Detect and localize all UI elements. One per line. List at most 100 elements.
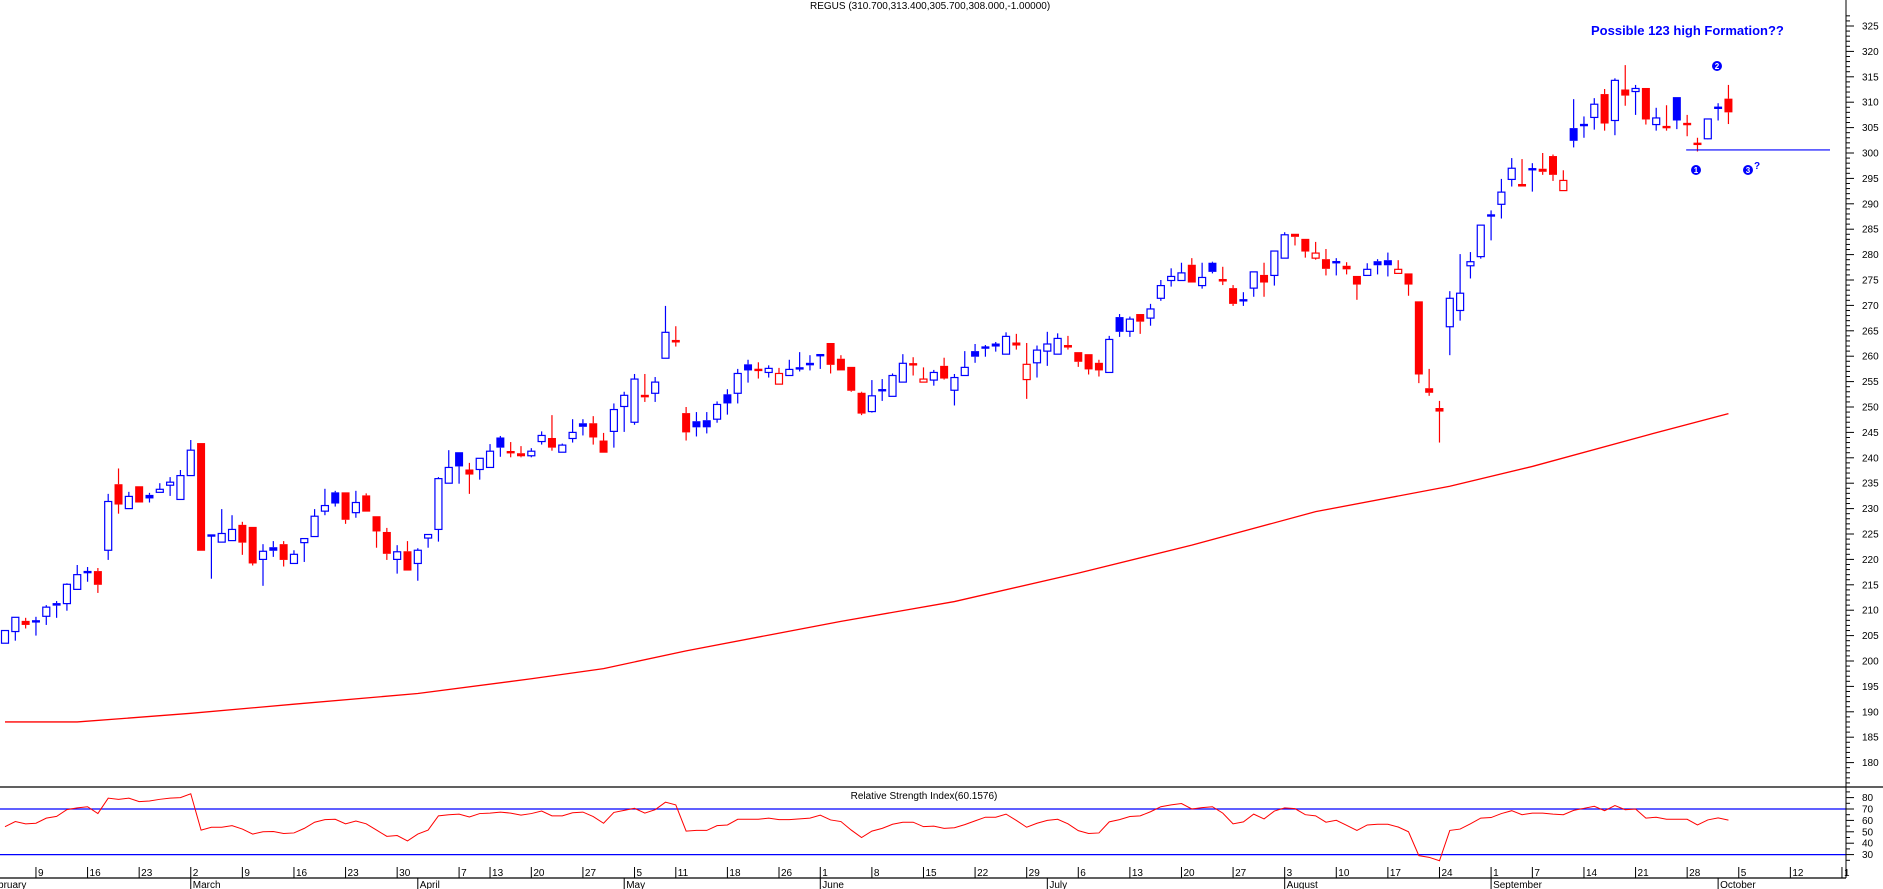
week-tick-label: 9 [38, 868, 44, 879]
candle [1497, 178, 1506, 219]
candle-body [929, 371, 938, 381]
y-tick-label: 220 [1862, 555, 1879, 566]
candle-body [661, 331, 670, 359]
week-tick-label: 18 [729, 868, 741, 879]
candle-body [1208, 262, 1217, 272]
candle [578, 419, 587, 436]
candle-body [11, 616, 20, 633]
candle-body [1404, 273, 1413, 285]
rsi-line [4, 793, 1729, 862]
candle-body [1094, 362, 1103, 371]
candle-body [878, 389, 887, 392]
candle-body [1425, 388, 1434, 393]
candle-body [227, 528, 237, 542]
candle-body [372, 516, 381, 532]
candle [805, 355, 814, 371]
candlestick-series [0, 65, 1733, 644]
candle [1156, 280, 1165, 301]
candle-body [1022, 363, 1031, 381]
candle-body [93, 571, 102, 585]
candle-body [1311, 252, 1320, 259]
candle-body [1249, 271, 1258, 289]
candle [1590, 98, 1599, 130]
candle-body [1383, 260, 1392, 266]
candle [764, 365, 773, 378]
rsi-tick-label: 60 [1862, 816, 1874, 827]
candle-body [1198, 276, 1207, 287]
candle-body [1291, 233, 1299, 237]
candle-body [1487, 214, 1496, 217]
candle [1260, 262, 1269, 297]
week-tick-label: 23 [348, 868, 360, 879]
candle-body [1538, 168, 1547, 172]
candle-body [754, 368, 763, 372]
week-tick-label: 1 [1844, 868, 1850, 879]
week-tick-label: 5 [637, 868, 643, 879]
week-tick-label: 27 [1235, 868, 1247, 879]
candle-body [1621, 89, 1630, 96]
y-tick-label: 325 [1862, 22, 1879, 33]
candle [1456, 254, 1465, 321]
candle [238, 521, 247, 555]
candle [1445, 291, 1454, 356]
y-tick-label: 215 [1862, 580, 1879, 591]
candle-body [176, 474, 185, 501]
candle [351, 490, 360, 518]
week-tick-label: 11 [678, 868, 689, 879]
candle-body [1373, 261, 1382, 266]
candle [960, 351, 969, 377]
annotation-point-2: 2 [1712, 61, 1722, 71]
candle-body [1332, 261, 1341, 264]
question-mark: ? [1754, 161, 1760, 172]
candle-body [620, 394, 629, 408]
candle [568, 419, 577, 443]
candle-body [135, 486, 144, 503]
candle [1672, 97, 1681, 130]
y-tick-label: 205 [1862, 631, 1879, 642]
price-axis: 180 185 190 195 200 205 210 215 220 225 230 235 240 2… [1846, 15, 1879, 784]
candle-body [1270, 250, 1279, 277]
candle [372, 516, 381, 548]
y-tick-label: 245 [1862, 428, 1879, 439]
candle [898, 354, 907, 383]
candle-body [547, 437, 556, 448]
candle-body [599, 440, 608, 453]
candle [1032, 345, 1042, 378]
candle [1662, 105, 1671, 131]
candle [919, 367, 928, 383]
candle [73, 564, 82, 590]
candle-body [42, 606, 51, 617]
candle-body [1012, 342, 1021, 346]
candle-body [506, 451, 515, 454]
candle [166, 477, 175, 496]
candle [1321, 249, 1330, 276]
candle [558, 443, 567, 453]
month-tick-label: June [822, 880, 844, 889]
week-tick-label: 16 [296, 868, 308, 879]
candle-body [434, 478, 443, 531]
candle [1291, 233, 1299, 246]
candle [1084, 354, 1093, 375]
candle [217, 509, 226, 543]
point-label: 1 [1694, 166, 1699, 175]
candle-body [341, 492, 350, 520]
candle-body [258, 550, 268, 560]
candle-body [1703, 118, 1712, 140]
candle-body [1435, 408, 1444, 412]
candle-body [1724, 98, 1733, 113]
candle [1012, 333, 1021, 350]
candle-body [1652, 117, 1661, 126]
week-tick-label: 7 [1534, 868, 1540, 879]
candle [620, 391, 629, 432]
candle-body [186, 449, 195, 477]
candle-body [1363, 268, 1372, 277]
candle [1239, 292, 1248, 306]
month-tick-label: August [1287, 880, 1318, 889]
candle [269, 541, 278, 557]
candle [1125, 316, 1134, 337]
candle-body [217, 532, 226, 543]
candle [393, 545, 402, 574]
candle-body [816, 353, 825, 357]
y-tick-label: 190 [1862, 707, 1879, 718]
